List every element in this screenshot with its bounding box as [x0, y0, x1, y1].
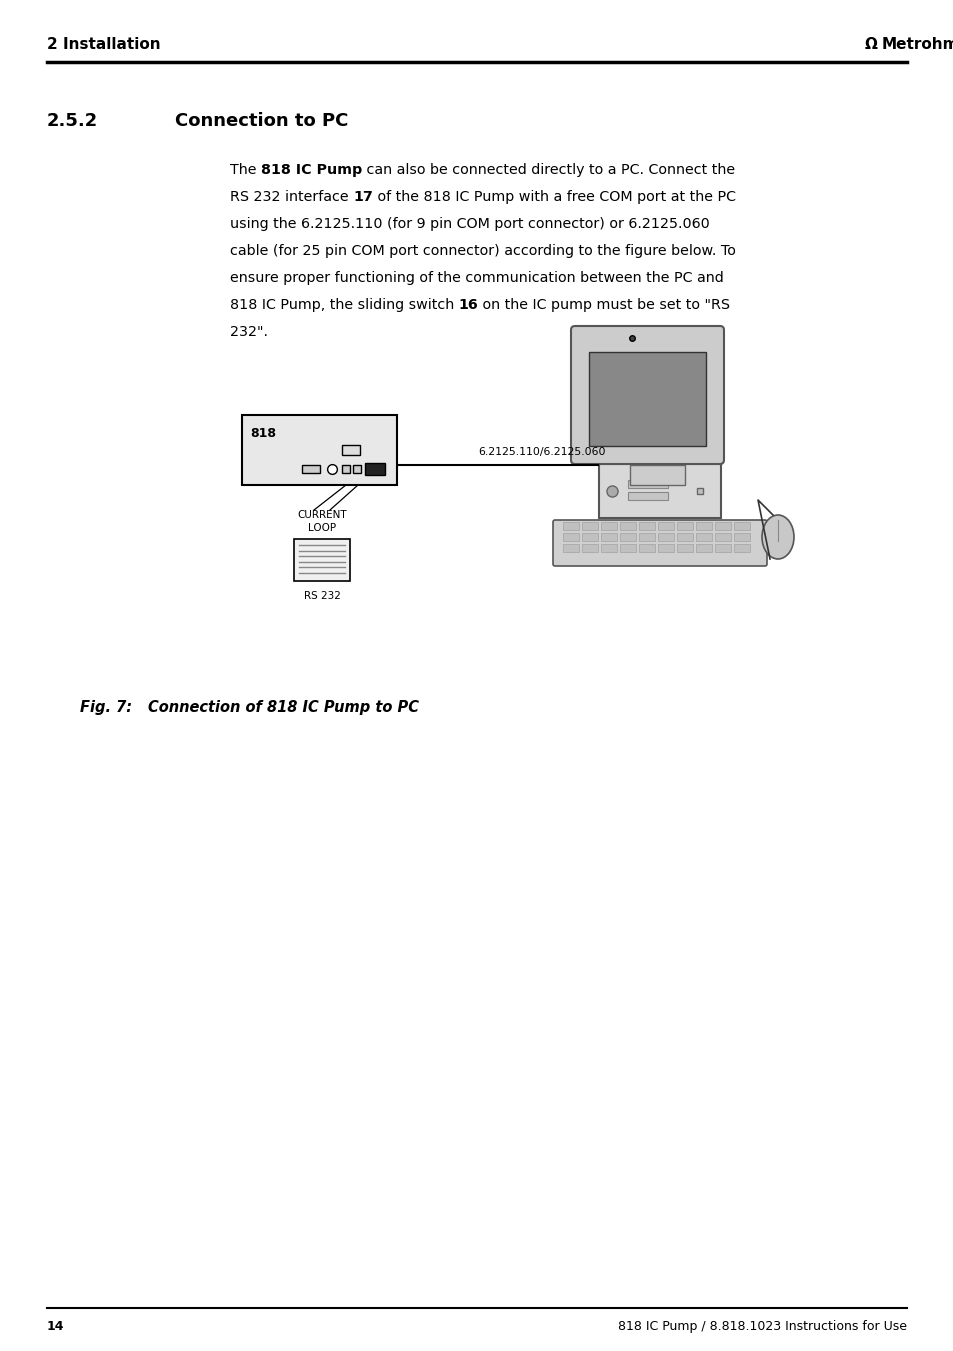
Bar	[658, 521, 673, 530]
Bar	[619, 534, 636, 540]
Bar	[588, 353, 705, 446]
Text: Ω: Ω	[864, 36, 877, 51]
Bar	[677, 521, 692, 530]
Bar	[353, 465, 360, 473]
Bar	[627, 492, 667, 500]
Bar	[581, 534, 598, 540]
Text: LOOP: LOOP	[308, 523, 335, 534]
Ellipse shape	[761, 515, 793, 559]
Text: using the 6.2125.110 (for 9 pin COM port connector) or 6.2125.060: using the 6.2125.110 (for 9 pin COM port…	[230, 218, 709, 231]
Bar	[619, 544, 636, 553]
Text: Metrohm: Metrohm	[882, 36, 953, 51]
Bar	[302, 465, 319, 473]
Text: 818 IC Pump: 818 IC Pump	[261, 163, 362, 177]
Bar	[581, 521, 598, 530]
FancyBboxPatch shape	[553, 520, 766, 566]
Bar	[639, 521, 655, 530]
Bar	[639, 534, 655, 540]
Bar	[658, 544, 673, 553]
Text: 2.5.2: 2.5.2	[47, 112, 98, 130]
Text: The: The	[230, 163, 261, 177]
Bar	[562, 534, 578, 540]
Bar	[619, 521, 636, 530]
Bar	[294, 539, 350, 581]
Text: 232".: 232".	[230, 326, 268, 339]
Bar	[714, 521, 730, 530]
Text: ensure proper functioning of the communication between the PC and: ensure proper functioning of the communi…	[230, 272, 723, 285]
Bar	[627, 480, 667, 488]
Bar	[562, 521, 578, 530]
Text: on the IC pump must be set to "RS: on the IC pump must be set to "RS	[478, 299, 730, 312]
Text: 818 IC Pump / 8.818.1023 Instructions for Use: 818 IC Pump / 8.818.1023 Instructions fo…	[618, 1320, 906, 1333]
Bar	[600, 521, 617, 530]
FancyBboxPatch shape	[598, 463, 720, 517]
Bar	[714, 544, 730, 553]
Text: RS 232: RS 232	[303, 590, 340, 601]
Text: 818: 818	[250, 427, 275, 440]
Text: 14: 14	[47, 1320, 65, 1333]
Text: Connection of 818 IC Pump to PC: Connection of 818 IC Pump to PC	[148, 700, 418, 715]
Text: of the 818 IC Pump with a free COM port at the PC: of the 818 IC Pump with a free COM port …	[373, 190, 735, 204]
Bar	[365, 463, 385, 476]
Text: Fig. 7:: Fig. 7:	[80, 700, 132, 715]
Text: Connection to PC: Connection to PC	[174, 112, 348, 130]
Bar	[696, 544, 711, 553]
Text: 2 Installation: 2 Installation	[47, 36, 160, 51]
Text: 16: 16	[458, 299, 478, 312]
Bar	[677, 534, 692, 540]
Text: 6.2125.110/6.2125.060: 6.2125.110/6.2125.060	[477, 447, 605, 457]
Text: 818 IC Pump, the sliding switch: 818 IC Pump, the sliding switch	[230, 299, 458, 312]
Text: can also be connected directly to a PC. Connect the: can also be connected directly to a PC. …	[362, 163, 735, 177]
Bar	[714, 534, 730, 540]
Bar	[341, 444, 359, 455]
Bar	[733, 521, 749, 530]
Text: CURRENT: CURRENT	[297, 509, 347, 520]
Bar	[658, 534, 673, 540]
Text: 17: 17	[353, 190, 373, 204]
Bar	[600, 534, 617, 540]
Bar	[629, 465, 684, 485]
Bar	[733, 544, 749, 553]
Bar	[581, 544, 598, 553]
Bar	[341, 465, 350, 473]
Bar	[696, 534, 711, 540]
Text: cable (for 25 pin COM port connector) according to the figure below. To: cable (for 25 pin COM port connector) ac…	[230, 245, 735, 258]
Bar	[639, 544, 655, 553]
Bar	[677, 544, 692, 553]
FancyBboxPatch shape	[571, 326, 723, 463]
Bar	[733, 534, 749, 540]
Bar	[562, 544, 578, 553]
Bar	[600, 544, 617, 553]
Bar	[696, 521, 711, 530]
Bar	[242, 415, 396, 485]
Text: RS 232 interface: RS 232 interface	[230, 190, 353, 204]
